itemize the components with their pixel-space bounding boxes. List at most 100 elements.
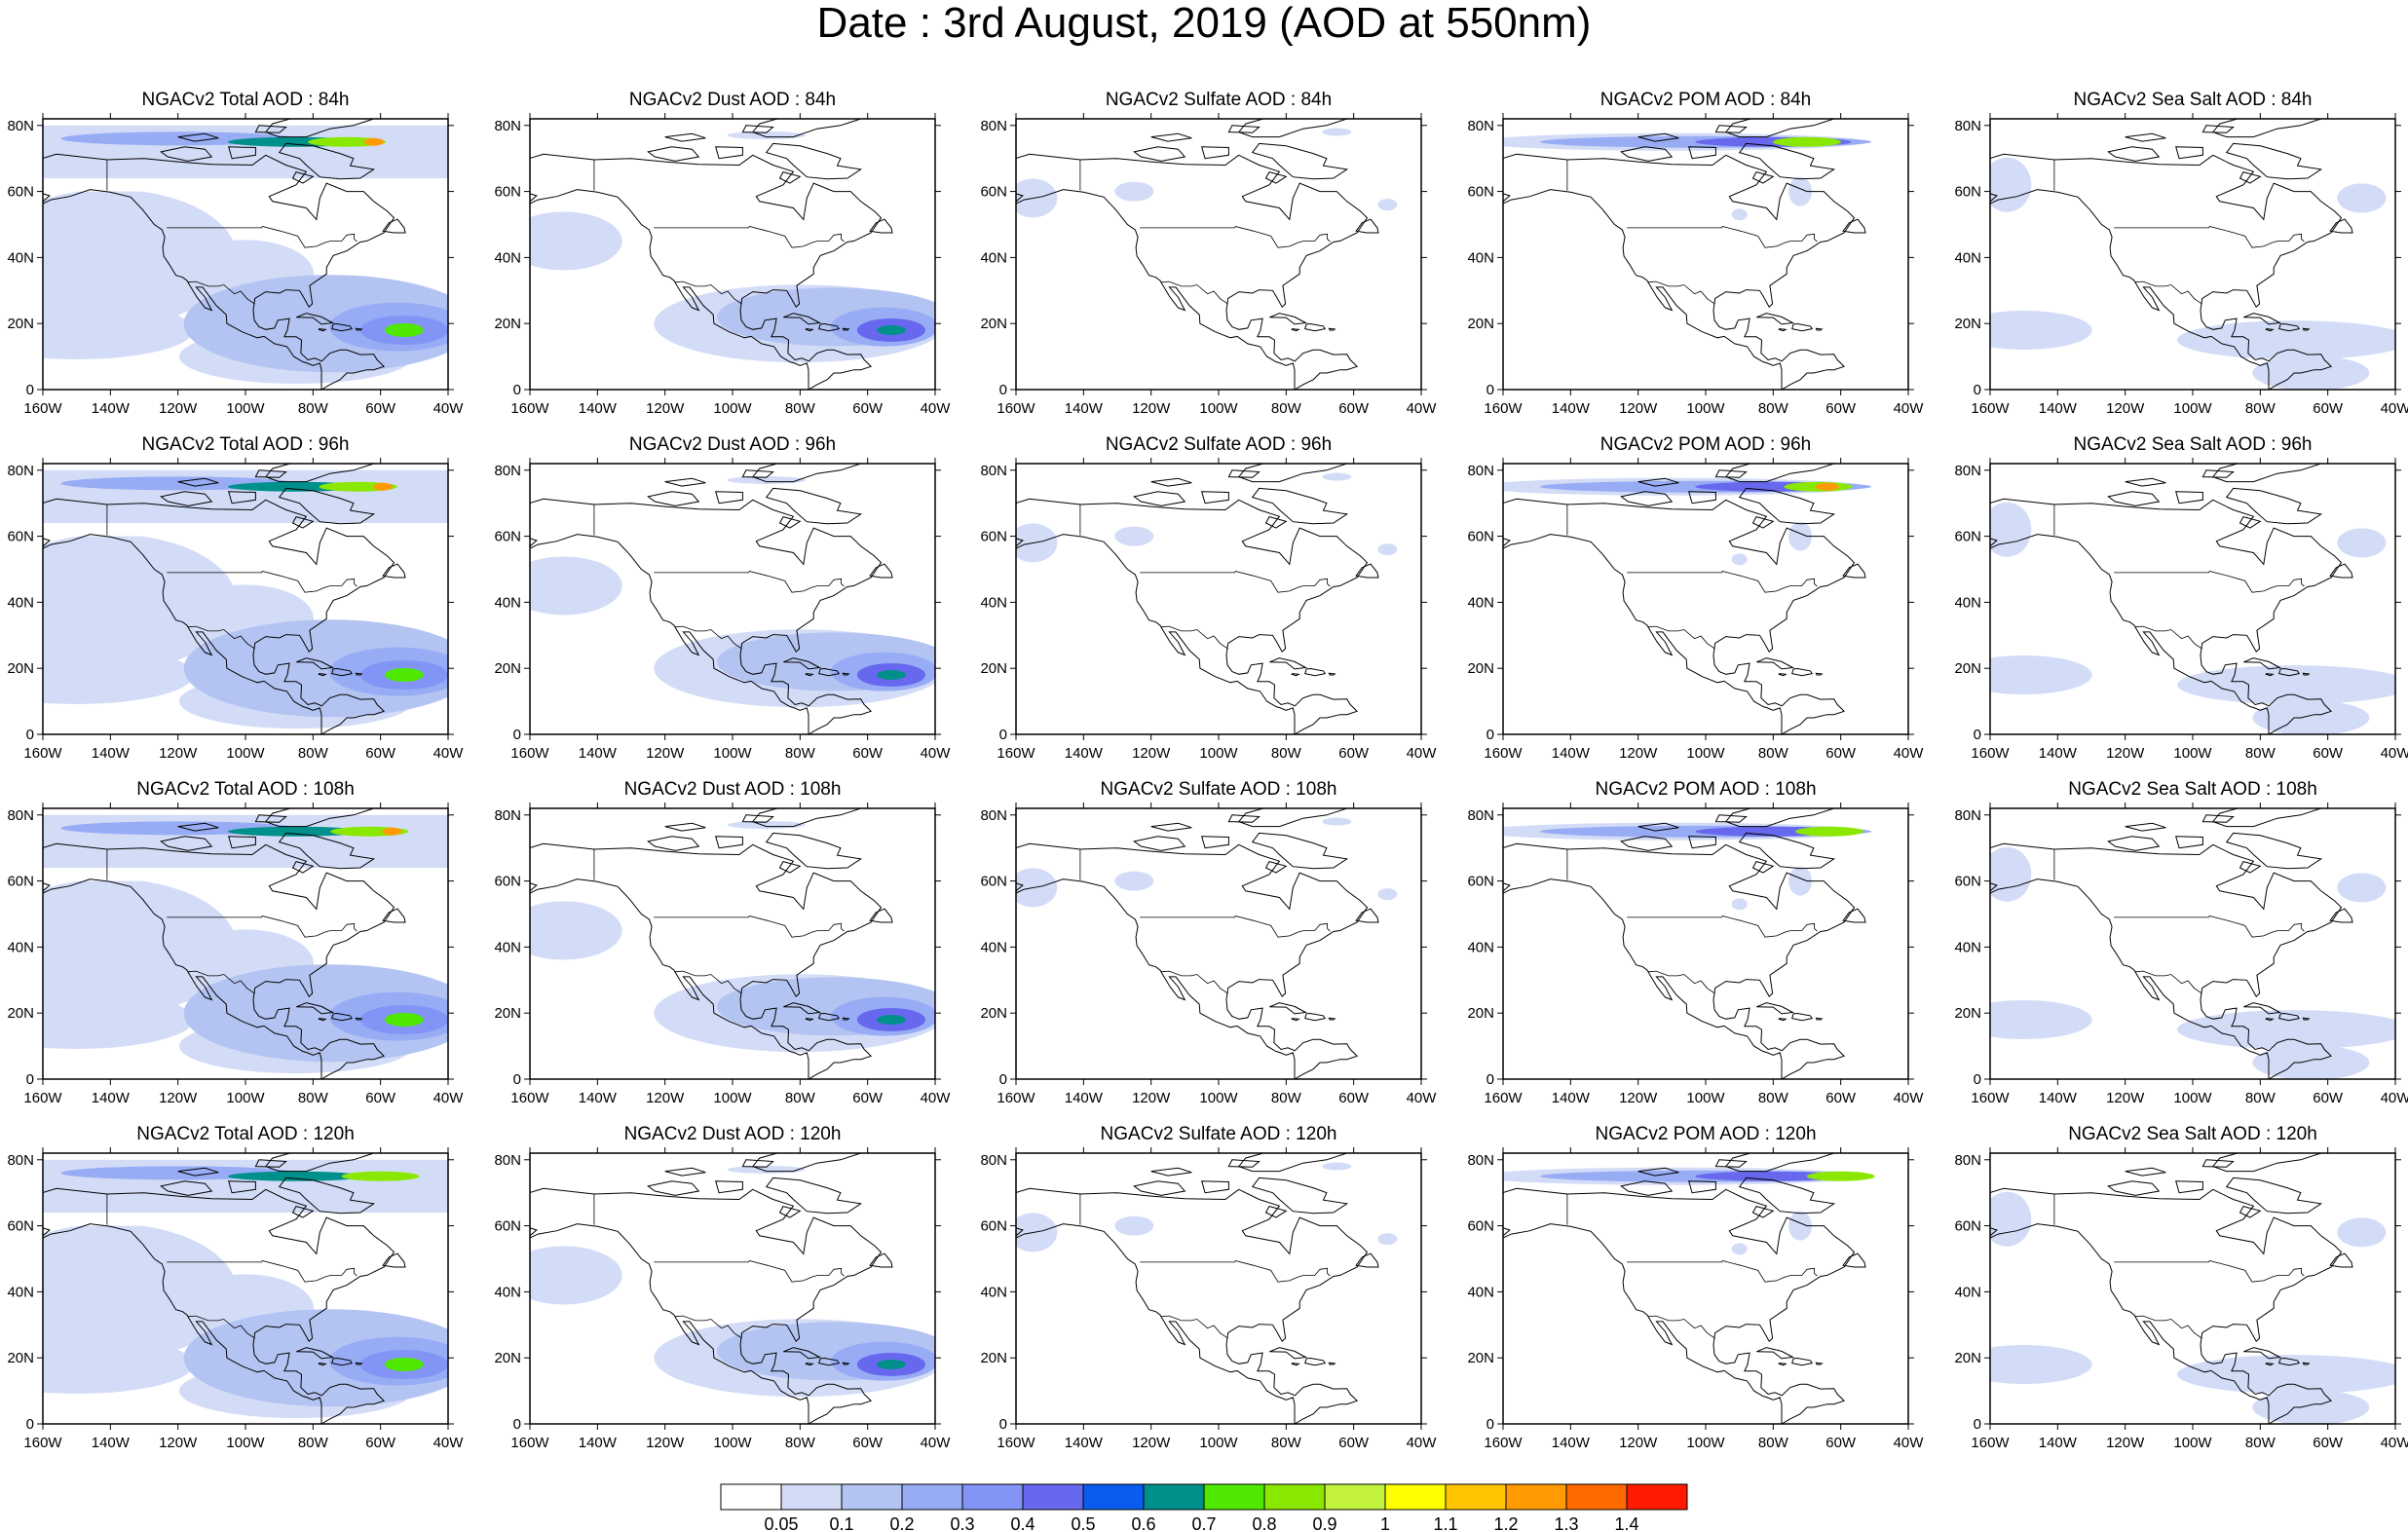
lon-tick-label: 120W	[1132, 1435, 1171, 1451]
lon-tick-label: 120W	[1619, 1435, 1658, 1451]
lon-tick-label: 140W	[1065, 1090, 1104, 1106]
lon-tick-label: 120W	[1132, 400, 1171, 417]
lat-tick-label: 60N	[494, 184, 521, 201]
aod-field	[1990, 846, 2395, 1079]
lon-tick-label: 160W	[997, 745, 1035, 762]
lon-tick-label: 160W	[1971, 745, 2010, 762]
colorbar-swatch	[1505, 1483, 1567, 1511]
lon-tick-label: 140W	[92, 400, 131, 417]
lon-tick-label: 80W	[1271, 745, 1302, 762]
lat-tick-label: 20N	[1954, 660, 1981, 677]
colorbar-swatch	[1384, 1483, 1447, 1511]
lat-tick-label: 0	[26, 382, 34, 398]
lat-tick-label: 0	[1486, 1416, 1494, 1433]
colorbar-swatch	[1263, 1483, 1326, 1511]
lon-tick-label: 40W	[1894, 745, 1925, 762]
lon-tick-label: 60W	[2313, 400, 2344, 417]
lon-tick-label: 120W	[2106, 1090, 2145, 1106]
map-plot: 160W 140W 120W 100W 80W 60W 40W 0 20N 40N 60N 80N	[1467, 803, 1924, 1106]
lon-tick-label: 160W	[1971, 1435, 2010, 1451]
lat-tick-label: 0	[1486, 382, 1494, 398]
colorbar-label: 0.8	[1252, 1514, 1276, 1532]
lon-tick-label: 40W	[433, 400, 465, 417]
coastlines	[43, 1153, 406, 1424]
lon-tick-label: 120W	[646, 1090, 685, 1106]
lat-tick-label: 60N	[980, 529, 1007, 545]
lat-tick-label: 80N	[494, 118, 521, 134]
lon-tick-label: 160W	[23, 745, 62, 762]
lon-tick-label: 140W	[1552, 745, 1591, 762]
lon-tick-label: 100W	[1199, 400, 1238, 417]
panel-sulfate-96h: NGACv2 Sulfate AOD : 96h 160W 140W 120W 100W…	[980, 434, 1437, 773]
lon-tick-label: 80W	[1271, 1090, 1302, 1106]
lon-tick-label: 80W	[1271, 400, 1302, 417]
lat-tick-label: 40N	[7, 594, 34, 611]
lat-tick-label: 80N	[494, 463, 521, 479]
lat-tick-label: 20N	[1467, 1005, 1494, 1022]
map-plot: 160W 140W 120W 100W 80W 60W 40W 0 20N 40N 60N 80N	[7, 113, 464, 417]
aod-field	[43, 1159, 448, 1419]
lon-tick-label: 80W	[298, 1090, 329, 1106]
coastlines	[1016, 1153, 1379, 1424]
lon-tick-label: 140W	[1065, 400, 1104, 417]
lon-tick-label: 60W	[1338, 400, 1370, 417]
colorbar-swatch	[1626, 1483, 1688, 1511]
lon-tick-label: 160W	[23, 1435, 62, 1451]
panel-title: NGACv2 Dust AOD : 108h	[623, 779, 842, 800]
aod-field	[1503, 132, 1871, 221]
panel-title: NGACv2 Sea Salt AOD : 96h	[2073, 434, 2313, 455]
panel-seasalt-120h: NGACv2 Sea Salt AOD : 120h 160W 140W 120W 10…	[1954, 1124, 2408, 1463]
lon-tick-label: 60W	[1825, 400, 1857, 417]
lat-tick-label: 40N	[980, 939, 1007, 955]
colorbar-swatch	[1143, 1483, 1205, 1511]
coastlines	[530, 1153, 893, 1424]
lat-tick-label: 80N	[1954, 1152, 1981, 1169]
aod-field	[1503, 822, 1871, 911]
aod-field	[1016, 472, 1398, 563]
lon-tick-label: 100W	[1686, 1090, 1725, 1106]
lat-tick-label: 60N	[7, 529, 34, 545]
colorbar-swatch	[720, 1483, 782, 1511]
colorbar-label: 0.2	[889, 1514, 914, 1532]
lon-tick-label: 100W	[2173, 1435, 2212, 1451]
lon-tick-label: 60W	[2313, 1090, 2344, 1106]
lon-tick-label: 120W	[2106, 745, 2145, 762]
colorbar-swatch	[1082, 1483, 1145, 1511]
lat-tick-label: 0	[26, 727, 34, 743]
colorbar-swatch	[901, 1483, 963, 1511]
aod-field	[1016, 1162, 1398, 1252]
lon-tick-label: 40W	[921, 1090, 952, 1106]
lon-tick-label: 100W	[1199, 1090, 1238, 1106]
map-plot: 160W 140W 120W 100W 80W 60W 40W 0 20N 40N 60N 80N	[980, 803, 1437, 1106]
lon-tick-label: 140W	[2039, 400, 2078, 417]
panel-title: NGACv2 Sea Salt AOD : 108h	[2068, 779, 2317, 800]
coastlines	[1016, 808, 1379, 1079]
lon-tick-label: 40W	[921, 1435, 952, 1451]
lat-tick-label: 0	[999, 382, 1007, 398]
map-plot: 160W 140W 120W 100W 80W 60W 40W 0 20N 40N 60N 80N	[980, 113, 1437, 417]
lat-tick-label: 20N	[494, 1005, 521, 1022]
lat-tick-label: 60N	[1467, 1218, 1494, 1235]
map-plot: 160W 140W 120W 100W 80W 60W 40W 0 20N 40N 60N 80N	[1467, 113, 1924, 417]
lat-tick-label: 80N	[980, 118, 1007, 134]
panel-pom-96h: NGACv2 POM AOD : 96h 160W 140W 120W 100W 80W 6…	[1467, 434, 1924, 773]
lat-tick-label: 80N	[1954, 807, 1981, 824]
lon-tick-label: 120W	[646, 1435, 685, 1451]
lon-tick-label: 80W	[2245, 400, 2276, 417]
lon-tick-label: 80W	[785, 400, 816, 417]
lat-tick-label: 80N	[494, 807, 521, 824]
lat-tick-label: 20N	[980, 660, 1007, 677]
lat-tick-label: 80N	[1467, 807, 1494, 824]
lon-tick-label: 60W	[365, 1435, 396, 1451]
lon-tick-label: 160W	[510, 1090, 549, 1106]
lat-tick-label: 40N	[494, 1284, 521, 1300]
lat-tick-label: 80N	[980, 1152, 1007, 1169]
panel-total-108h: NGACv2 Total AOD : 108h 160W 140W 120W 100W 8…	[7, 779, 464, 1118]
lon-tick-label: 120W	[159, 400, 198, 417]
panel-title: NGACv2 Sulfate AOD : 84h	[1105, 90, 1333, 110]
lon-tick-label: 160W	[510, 745, 549, 762]
lon-tick-label: 100W	[2173, 745, 2212, 762]
coastlines	[1503, 464, 1866, 734]
coastlines	[530, 464, 893, 734]
lat-tick-label: 0	[1974, 382, 1981, 398]
